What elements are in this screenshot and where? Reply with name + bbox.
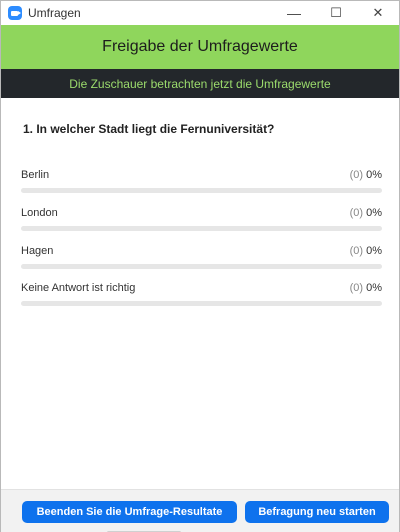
close-icon[interactable]: ✕ [372,5,384,20]
answer-count: (0) [349,169,364,181]
restart-poll-button[interactable]: Befragung neu starten [245,501,389,523]
results-subheader: Die Zuschauer betrachten jetzt die Umfra… [1,69,399,98]
answer-percent: 0% [366,169,382,181]
answer-percent: 0% [366,282,382,294]
answer-bar [21,301,382,306]
answer-count: (0) [349,245,364,257]
zoom-app-icon [8,6,22,20]
results-header: Freigabe der Umfragewerte [1,25,399,69]
poll-results: 1. In welcher Stadt liegt die Fernuniver… [1,98,399,490]
results-title: Freigabe der Umfragewerte [102,38,298,55]
answer-label: Keine Antwort ist richtig [21,282,136,294]
answer-bar [21,226,382,231]
window-controls: — ☐ ✕ [273,1,399,25]
answer-percent: 0% [366,245,382,257]
answer-count: (0) [349,282,364,294]
end-results-button[interactable]: Beenden Sie die Umfrage-Resultate [22,501,237,523]
window-title: Umfragen [28,6,81,20]
footer-bar: Beenden Sie die Umfrage-Resultate Befrag… [1,489,399,532]
answer-label: London [21,207,58,219]
answer-label: Hagen [21,245,54,257]
answer-bar [21,264,382,269]
answer-percent: 0% [366,207,382,219]
minimize-icon[interactable]: — [287,5,301,21]
title-bar: Umfragen — ☐ ✕ [1,1,399,25]
answer-label: Berlin [21,169,50,181]
answer-item: Hagen (0) 0% [21,244,382,269]
answer-count: (0) [349,207,364,219]
answer-item: Keine Antwort ist richtig (0) 0% [21,281,382,306]
poll-question: 1. In welcher Stadt liegt die Fernuniver… [23,122,275,136]
maximize-icon[interactable]: ☐ [330,5,342,20]
answer-item: Berlin (0) 0% [21,168,382,193]
results-subtitle: Die Zuschauer betrachten jetzt die Umfra… [69,76,331,91]
answer-bar [21,188,382,193]
answer-item: London (0) 0% [21,206,382,231]
